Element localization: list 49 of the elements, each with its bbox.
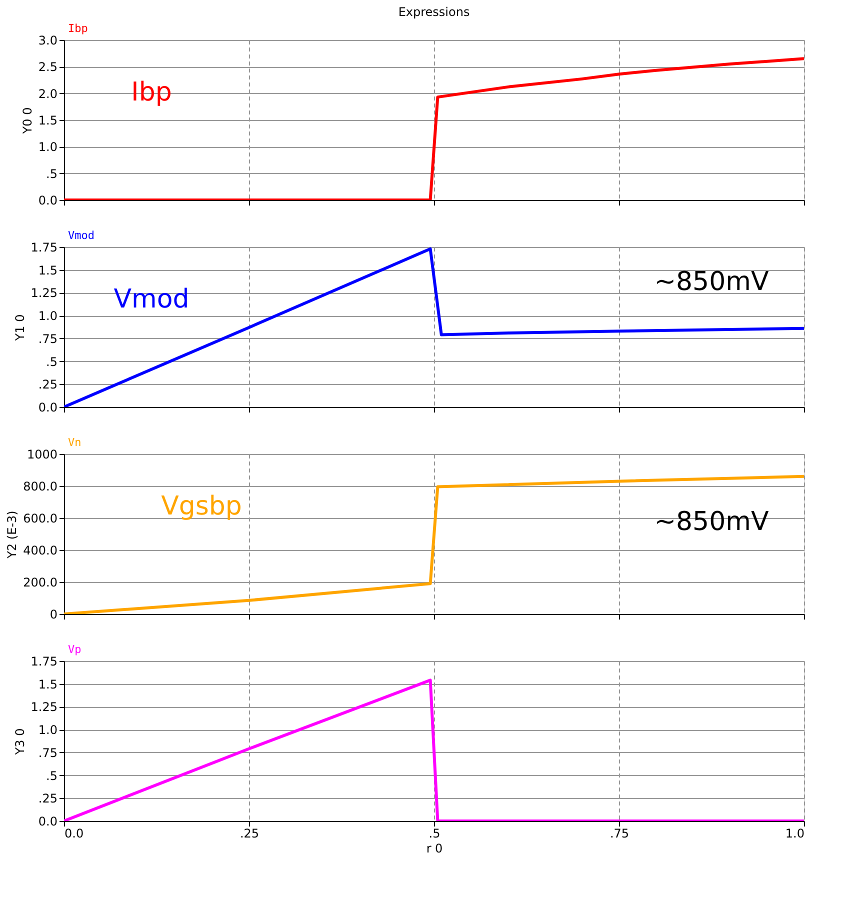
y-tick-label: 1.5 — [38, 263, 58, 278]
y-tick-label: .5 — [46, 166, 58, 181]
y-tick-label: 1.5 — [38, 677, 58, 692]
y-tick-label: 0.0 — [38, 400, 58, 414]
text: Vn — [68, 436, 82, 449]
y-tick-label: 1.0 — [38, 140, 58, 154]
y-tick-label: 800.0 — [23, 480, 58, 494]
y-tick-label: 600.0 — [23, 512, 58, 526]
text: Ibp — [68, 22, 88, 35]
y-tick-label: 0.0 — [38, 194, 58, 208]
y-tick-label: 1.0 — [38, 723, 58, 738]
y-tick-label: 200.0 — [23, 576, 58, 590]
y-tick-label: .75 — [38, 332, 58, 346]
x-axis-title: r 0 — [426, 842, 443, 856]
y-tick-label: .25 — [38, 792, 58, 806]
y-axis-title: Y1 0 — [12, 314, 27, 342]
text: Vmod — [68, 229, 94, 242]
chart-title: Expressions — [398, 5, 470, 19]
y-tick-label: 1.25 — [30, 700, 58, 714]
annotation: ~850mV — [654, 267, 769, 297]
y-tick-label: 1.5 — [38, 114, 58, 128]
y-tick-label: .5 — [46, 768, 58, 783]
text: Vp — [68, 643, 82, 656]
y-tick-label: .25 — [38, 378, 58, 392]
annotation: Vgsbp — [161, 492, 242, 522]
x-tick-label: .75 — [610, 826, 630, 840]
y-tick-label: 1.75 — [30, 654, 58, 668]
y-tick-label: 0 — [50, 608, 58, 622]
y-tick-label: .5 — [46, 354, 58, 369]
x-tick-label: .25 — [240, 826, 260, 840]
y-tick-label: 1000 — [26, 448, 58, 462]
y-tick-label: 1.0 — [38, 309, 58, 324]
annotation: Vmod — [114, 284, 190, 314]
annotation: Ibp — [131, 78, 172, 108]
y-tick-label: 2.0 — [38, 86, 58, 101]
y-tick-label: 400.0 — [23, 544, 58, 558]
x-tick-label: .5 — [428, 826, 440, 840]
y-axis-title: Y0 0 — [20, 107, 34, 135]
y-axis-title: Y2 (E-3) — [5, 510, 20, 560]
annotation: ~850mV — [654, 507, 769, 537]
y-tick-label: 2.5 — [38, 60, 58, 74]
y-tick-label: 3.0 — [38, 34, 58, 48]
y-tick-label: 1.75 — [30, 240, 58, 254]
y-tick-label: 0.0 — [38, 814, 58, 828]
y-axis-title: Y3 0 — [12, 728, 27, 756]
x-tick-label: 0.0 — [64, 826, 84, 840]
y-tick-label: .75 — [38, 746, 58, 760]
x-tick-label: 1.0 — [785, 826, 804, 840]
y-tick-label: 1.25 — [30, 286, 58, 300]
